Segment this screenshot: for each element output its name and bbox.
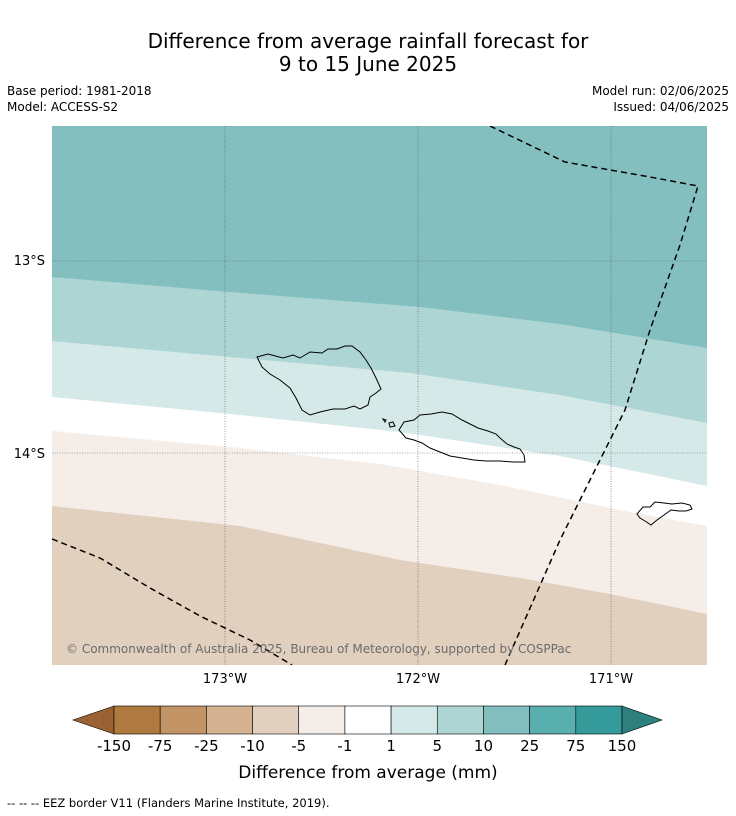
colorbar-tick-label: -10: [240, 737, 265, 755]
colorbar-box: [298, 705, 346, 735]
colorbar-tick-label: -5: [291, 737, 306, 755]
base-period: Base period: 1981-2018: [7, 84, 152, 98]
eez-border: [52, 126, 699, 665]
lon-label-172w: 172°W: [396, 672, 440, 687]
island-savaii: [256, 345, 382, 416]
colorbar-box: [206, 705, 253, 735]
meta-right: Model run: 02/06/2025 Issued: 04/06/2025: [592, 83, 729, 115]
colorbar-box: [390, 705, 438, 735]
colorbar-tick-label: 5: [432, 737, 442, 755]
island-manono: [381, 418, 387, 423]
islands: [256, 345, 693, 526]
copyright-text: © Commonwealth of Australia 2025, Bureau…: [66, 642, 571, 656]
colorbar-box: [252, 705, 300, 735]
colorbar-box: [159, 705, 207, 735]
colorbar-ticks: -150 -75 -25 -10 -5 -1 1 5 10 25 75 150: [97, 737, 636, 755]
island-tutuila: [636, 501, 693, 526]
model-run: Model run: 02/06/2025: [591, 84, 729, 98]
lat-label-13s: 13°S: [14, 254, 45, 269]
title-line-2: 9 to 15 June 2025: [278, 52, 458, 76]
island-apolima: [388, 421, 396, 428]
map-area: [52, 126, 707, 665]
model-name: Model: ACCESS-S2: [7, 100, 119, 114]
colorbar-box: [436, 705, 484, 735]
colorbar-tick-label: -25: [194, 737, 219, 755]
lat-label-14s: 14°S: [14, 447, 45, 462]
island-upolu: [398, 411, 526, 463]
colorbar-box: [483, 705, 530, 735]
colorbar-box: [344, 705, 392, 735]
issued-date: Issued: 04/06/2025: [613, 100, 729, 114]
colorbar-tick-label: 25: [520, 737, 539, 755]
colorbar-tick-label: 75: [566, 737, 585, 755]
colorbar-arrow-high: [621, 705, 663, 735]
colorbar-tick-label: 1: [386, 737, 396, 755]
meta-left: Base period: 1981-2018 Model: ACCESS-S2: [7, 83, 152, 115]
band-minus5-minus10: [52, 506, 707, 665]
title-line-1: Difference from average rainfall forecas…: [147, 29, 589, 53]
eez-border-south: [52, 538, 293, 665]
colorbar-tick-label: -75: [148, 737, 173, 755]
colorbar: [72, 705, 663, 735]
colorbar-tick-label: 10: [474, 737, 493, 755]
colorbar-tick-label: -150: [97, 737, 131, 755]
colorbar-arrow-low: [72, 705, 115, 735]
colorbar-tick-label: -1: [337, 737, 352, 755]
chart-title: Difference from average rainfall forecas…: [0, 30, 736, 76]
colorbar-box: [113, 705, 161, 735]
lon-label-171w: 171°W: [589, 672, 633, 687]
footnote: -- -- -- EEZ border V11 (Flanders Marine…: [7, 796, 330, 810]
colorbar-tick-label: 150: [608, 737, 637, 755]
lon-label-173w: 173°W: [203, 672, 247, 687]
colorbar-box: [529, 705, 577, 735]
colorbar-box: [575, 705, 623, 735]
graticule: [52, 126, 707, 665]
eez-border-north: [489, 126, 699, 665]
colorbar-label: Difference from average (mm): [238, 763, 497, 783]
